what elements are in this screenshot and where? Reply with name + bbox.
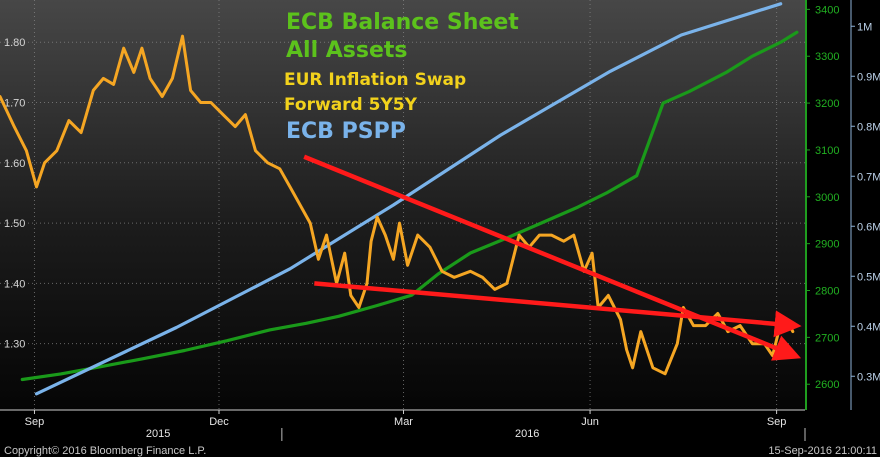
right2-tick-label: 1M xyxy=(857,21,872,33)
right2-tick-label: 0.7M xyxy=(857,171,880,183)
x-tick-label: Jun xyxy=(581,416,599,428)
pspp-line xyxy=(34,2,783,396)
right1-tick-label: 3000 xyxy=(815,192,839,204)
right1-tick-label: 2800 xyxy=(815,286,839,298)
footer-timestamp: 15-Sep-2016 21:00:11 xyxy=(768,445,877,457)
left-tick-label: 1.60 xyxy=(4,158,25,170)
legend: ECB Balance Sheet All Assets EUR Inflati… xyxy=(284,10,519,144)
right1-tick-label: 3200 xyxy=(815,98,839,110)
right1-tick-label: 2900 xyxy=(815,239,839,251)
legend-pspp: ECB PSPP xyxy=(286,119,406,144)
legend-inflation-line1: EUR Inflation Swap xyxy=(284,70,466,90)
axes: 1.30 1.40 1.50 1.60 1.70 1.80 Sep Dec Mar Jun Sep 2… xyxy=(0,0,880,441)
right1-tick-label: 2700 xyxy=(815,332,839,344)
series-group xyxy=(0,2,799,396)
left-tick-label: 1.70 xyxy=(4,98,25,110)
right2-tick-label: 0.5M xyxy=(857,271,880,283)
balance-sheet-line xyxy=(20,30,799,382)
right1-tick-label: 3300 xyxy=(815,51,839,63)
year-label: 2016 xyxy=(515,428,539,440)
falling-arrow xyxy=(303,154,802,361)
x-tick-label: Sep xyxy=(767,416,787,428)
right-axis-background xyxy=(805,0,880,410)
right2-tick-label: 0.6M xyxy=(857,221,880,233)
left-tick-label: 1.40 xyxy=(4,278,25,290)
right1-tick-label: 3100 xyxy=(815,145,839,157)
left-tick-label: 1.80 xyxy=(4,37,25,49)
legend-balance-line1: ECB Balance Sheet xyxy=(286,10,519,35)
inflation-swap-line xyxy=(0,34,795,376)
right2-tick-label: 0.9M xyxy=(857,71,880,83)
rising-arrow xyxy=(314,281,802,338)
right2-tick-label: 0.3M xyxy=(857,371,880,383)
right1-tick-label: 2600 xyxy=(815,379,839,391)
right2-tick-label: 0.4M xyxy=(857,321,880,333)
left-tick-label: 1.30 xyxy=(4,339,25,351)
right1-tick-label: 3400 xyxy=(815,4,839,16)
x-tick-label: Dec xyxy=(209,416,229,428)
legend-balance-line2: All Assets xyxy=(286,38,408,63)
footer-copyright: Copyright© 2016 Bloomberg Finance L.P. xyxy=(4,445,206,457)
year-label: 2015 xyxy=(146,428,170,440)
x-tick-label: Mar xyxy=(394,416,413,428)
annotation-arrows xyxy=(303,154,802,361)
grid-lines xyxy=(0,0,805,410)
x-tick-label: Sep xyxy=(25,416,45,428)
legend-inflation-line2: Forward 5Y5Y xyxy=(284,95,418,115)
right2-tick-label: 0.8M xyxy=(857,121,880,133)
bottom-axis-background xyxy=(0,410,880,457)
left-tick-label: 1.50 xyxy=(4,218,25,230)
